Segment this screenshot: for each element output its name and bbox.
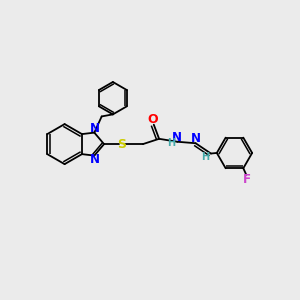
Text: O: O: [147, 113, 158, 126]
Text: N: N: [191, 132, 201, 145]
Text: S: S: [117, 138, 126, 151]
Text: F: F: [242, 172, 250, 186]
Text: H: H: [167, 138, 175, 148]
Text: N: N: [90, 153, 100, 166]
Text: N: N: [90, 122, 100, 135]
Text: N: N: [172, 131, 182, 144]
Text: H: H: [202, 152, 210, 162]
